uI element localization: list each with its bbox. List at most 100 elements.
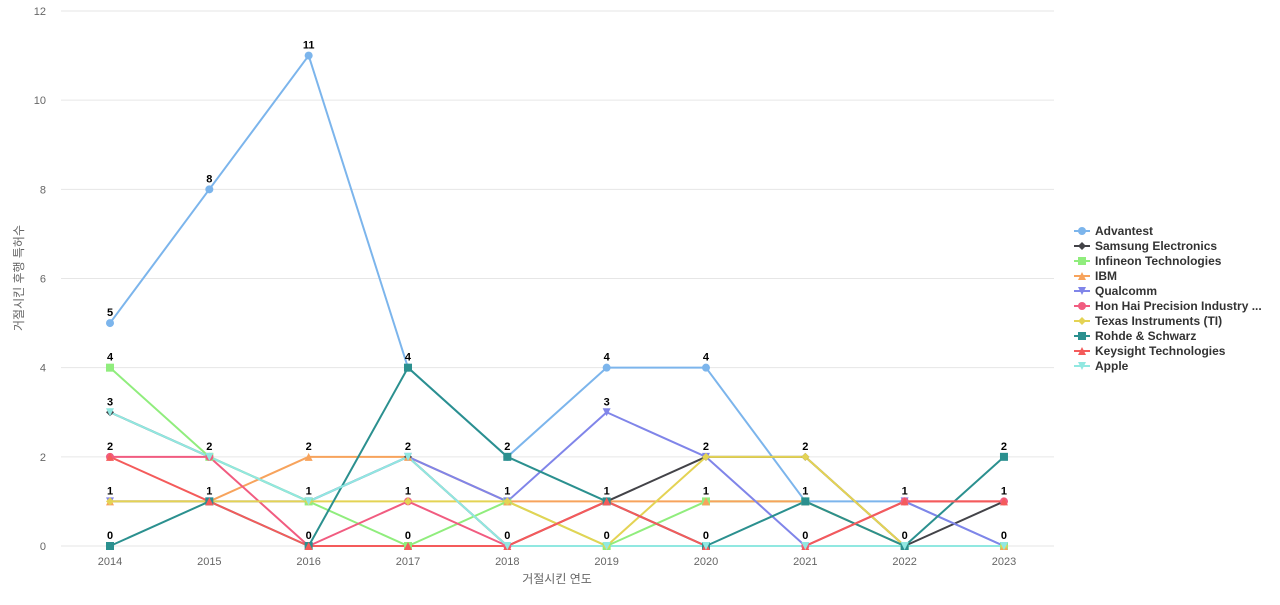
data-label: 2 (405, 441, 411, 453)
data-label: 2 (703, 441, 709, 453)
legend-label: Advantest (1095, 224, 1153, 238)
data-point (801, 497, 810, 506)
data-point (106, 452, 114, 461)
data-point (205, 452, 214, 461)
data-label: 1 (107, 485, 113, 497)
legend-marker (1078, 257, 1086, 265)
data-label: 1 (405, 485, 411, 497)
data-point (403, 363, 412, 372)
data-label: 1 (504, 485, 510, 497)
x-axis-ticks: 2014 2015 2016 2017 2018 2019 2020 2021 2022 2023 (98, 556, 1016, 568)
data-label: 0 (802, 530, 808, 542)
data-point (701, 497, 710, 506)
data-label: 0 (1001, 530, 1007, 542)
x-tick-label: 2021 (793, 556, 817, 568)
data-point (106, 497, 114, 506)
data-point (999, 497, 1008, 506)
legend-marker (1078, 302, 1086, 310)
legend-label: Keysight Technologies (1095, 344, 1226, 358)
legend-label: Texas Instruments (TI) (1095, 314, 1222, 328)
data-label: 0 (604, 530, 610, 542)
data-point (999, 542, 1008, 550)
data-label: 0 (504, 530, 510, 542)
data-point (106, 542, 114, 550)
data-point (304, 497, 313, 506)
grid-lines (61, 10, 1054, 547)
data-label: 1 (604, 485, 610, 497)
data-label: 4 (604, 352, 611, 364)
legend-label: Apple (1095, 359, 1129, 373)
data-label: 3 (107, 396, 113, 408)
data-point (304, 51, 313, 60)
data-point (602, 497, 611, 506)
x-tick-label: 2016 (296, 556, 320, 568)
data-label: 2 (1001, 441, 1007, 453)
x-axis-title: 거절시킨 연도 (522, 572, 592, 586)
data-point (900, 542, 909, 550)
x-tick-label: 2023 (992, 556, 1016, 568)
legend-marker (1078, 332, 1086, 340)
data-point (106, 363, 114, 372)
y-axis-ticks: 0 2 4 6 8 10 12 (34, 6, 46, 553)
y-tick-label: 6 (40, 274, 46, 286)
x-tick-label: 2017 (396, 556, 420, 568)
y-tick-label: 2 (40, 452, 46, 464)
data-point (602, 408, 611, 417)
data-label: 2 (107, 441, 113, 453)
y-tick-label: 0 (40, 541, 46, 553)
data-label: 11 (303, 40, 315, 52)
data-label: 0 (703, 530, 709, 542)
data-point (503, 542, 512, 550)
data-point (701, 452, 710, 461)
data-point (503, 497, 512, 506)
data-label: 4 (703, 352, 710, 364)
data-point (602, 542, 611, 550)
data-label: 1 (206, 485, 212, 497)
data-point (999, 452, 1008, 461)
data-point (205, 185, 214, 194)
data-point (801, 542, 810, 550)
data-point (106, 319, 114, 328)
legend-marker (1078, 347, 1086, 355)
x-tick-label: 2019 (594, 556, 618, 568)
data-point (701, 542, 710, 550)
legend-label: IBM (1095, 269, 1117, 283)
legend-marker (1078, 272, 1086, 280)
data-label: 5 (107, 307, 113, 319)
legend-label: Hon Hai Precision Industry ... (1095, 299, 1262, 313)
data-label: 8 (206, 173, 212, 185)
data-point (403, 542, 412, 550)
data-point (900, 497, 909, 506)
data-label: 0 (306, 530, 312, 542)
y-tick-label: 10 (34, 95, 46, 107)
data-label: 2 (802, 441, 808, 453)
x-tick-label: 2020 (694, 556, 718, 568)
y-tick-label: 4 (40, 363, 46, 375)
data-point (503, 452, 512, 461)
data-label: 1 (306, 485, 312, 497)
series-lines (109, 54, 1005, 547)
data-label: 2 (306, 441, 312, 453)
legend-marker (1078, 317, 1086, 325)
series-line (109, 455, 1004, 547)
y-tick-label: 8 (40, 184, 46, 196)
data-label: 0 (902, 530, 908, 542)
y-tick-label: 12 (34, 6, 46, 18)
x-tick-label: 2015 (197, 556, 221, 568)
data-point (801, 452, 810, 461)
data-point (602, 363, 611, 372)
data-label: 3 (604, 396, 610, 408)
series-markers (106, 51, 1008, 550)
legend-marker (1078, 287, 1086, 295)
legend-marker (1078, 227, 1086, 235)
data-label: 1 (703, 485, 709, 497)
data-point (304, 452, 313, 461)
y-axis-title: 거절시킨 후행 특허수 (11, 225, 26, 331)
data-point (106, 408, 114, 417)
data-label: 4 (107, 352, 114, 364)
data-point (205, 497, 214, 506)
